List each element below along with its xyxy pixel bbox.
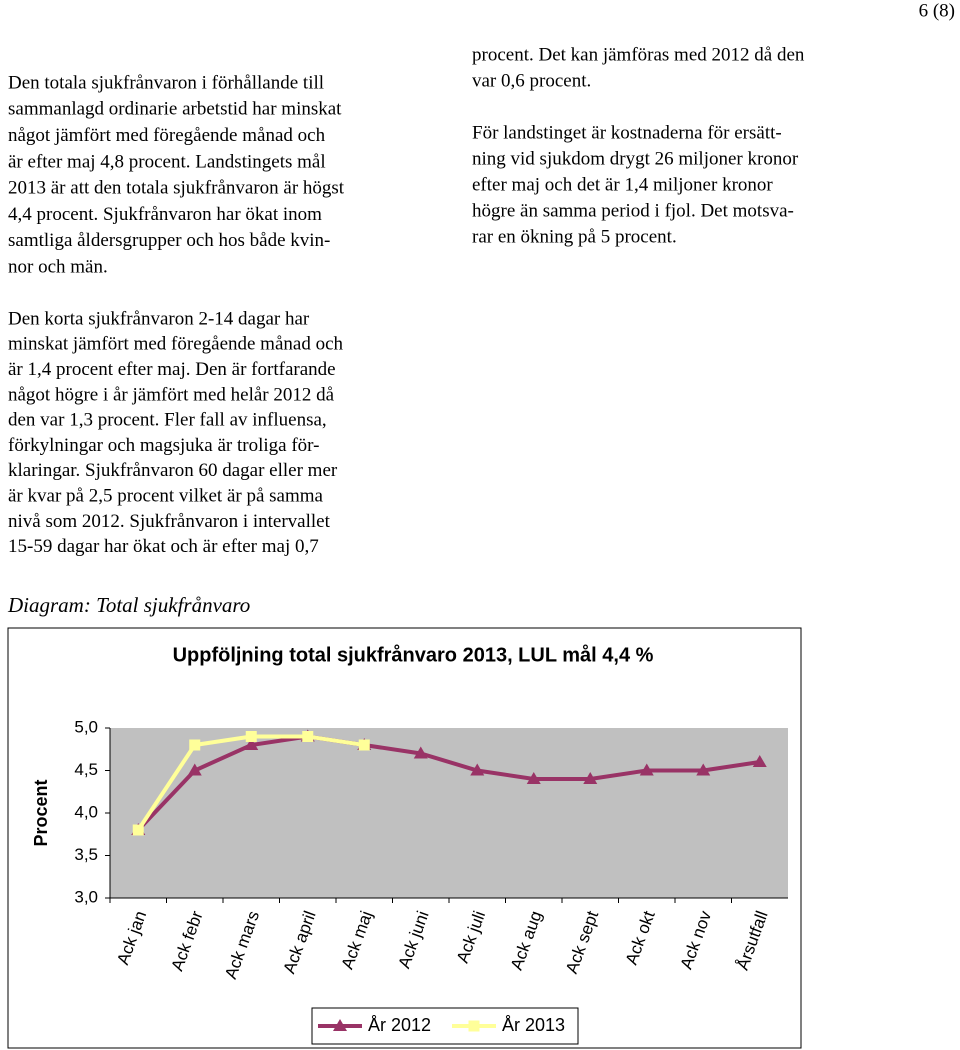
text-line: ning vid sjukdom drygt 26 miljoner krono… — [472, 148, 799, 169]
text-line: Den totala sjukfrånvaron i förhållande t… — [8, 72, 324, 93]
y-tick-label: 5,0 — [74, 717, 98, 736]
chart-title: Uppföljning total sjukfrånvaro 2013, LUL… — [173, 643, 654, 666]
point — [696, 763, 711, 776]
point — [413, 746, 428, 759]
legend-label: År 2013 — [502, 1015, 565, 1035]
text-line: För landstinget är kostnaderna för ersät… — [472, 122, 782, 143]
text-line: 15-59 dagar har ökat och är efter maj 0,… — [8, 536, 319, 557]
point — [132, 824, 144, 836]
text-line: nivå som 2012. Sjukfrånvaron i intervall… — [8, 511, 331, 532]
point — [187, 763, 202, 776]
point — [470, 763, 485, 776]
y-tick-label: 3,0 — [74, 887, 98, 906]
plot-area — [110, 728, 788, 898]
text-line: var 0,6 procent. — [472, 70, 591, 91]
text-line: samtliga åldersgrupper och hos både kvin… — [8, 230, 330, 251]
y-tick-label: 4,5 — [74, 760, 98, 779]
text-line: Den korta sjukfrånvaron 2-14 dagar har — [8, 308, 310, 329]
point — [526, 772, 541, 784]
y-tick-label: 3,5 — [74, 845, 98, 864]
text-line: rar en ökning på 5 procent. — [472, 226, 677, 247]
point — [358, 739, 370, 751]
point — [189, 739, 201, 751]
text-line: minskat jämfört med föregående månad och — [8, 334, 344, 355]
point — [244, 738, 259, 750]
y-axis-label: Procent — [31, 779, 51, 846]
text-line: är kvar på 2,5 procent vilket är på samm… — [8, 485, 324, 506]
text-line: är efter maj 4,8 procent. Landstingets m… — [8, 151, 326, 172]
text-line: är 1,4 procent efter maj. Den är fortfar… — [8, 359, 336, 380]
text-line: förkylningar och magsjuka är troliga för… — [8, 435, 319, 456]
text-line: sammanlagd ordinarie arbetstid har minsk… — [8, 99, 342, 120]
point — [333, 1019, 347, 1031]
text-line: procent. Det kan jämföras med 2012 då de… — [472, 44, 805, 65]
text-line: något högre i år jämfört med helår 2012 … — [8, 384, 335, 405]
page-number: 6 (8) — [919, 0, 955, 21]
text-line: något jämfört med föregående månad och — [8, 125, 326, 146]
point — [583, 772, 598, 784]
point — [639, 763, 654, 776]
legend-label: År 2012 — [368, 1015, 431, 1035]
text-line: nor och män. — [8, 256, 108, 277]
point — [752, 755, 767, 767]
y-tick-label: 4,0 — [74, 802, 98, 821]
point — [245, 731, 257, 742]
text-line: högre än samma period i fjol. Det motsva… — [472, 200, 794, 221]
series-line — [136, 734, 761, 832]
point — [468, 1020, 480, 1032]
text-line: den var 1,3 procent. Fler fall av influe… — [8, 410, 327, 431]
text-line: efter maj och det är 1,4 miljoner kronor — [472, 174, 773, 195]
diagram-heading: Diagram: Total sjukfrånvaro — [7, 593, 250, 617]
text-line: 2013 är att den totala sjukfrånvaron är … — [8, 178, 345, 199]
text-line: 4,4 procent. Sjukfrånvaron har ökat inom — [8, 204, 322, 225]
text-line: klaringar. Sjukfrånvaron 60 dagar eller … — [8, 460, 338, 481]
point — [302, 731, 314, 742]
